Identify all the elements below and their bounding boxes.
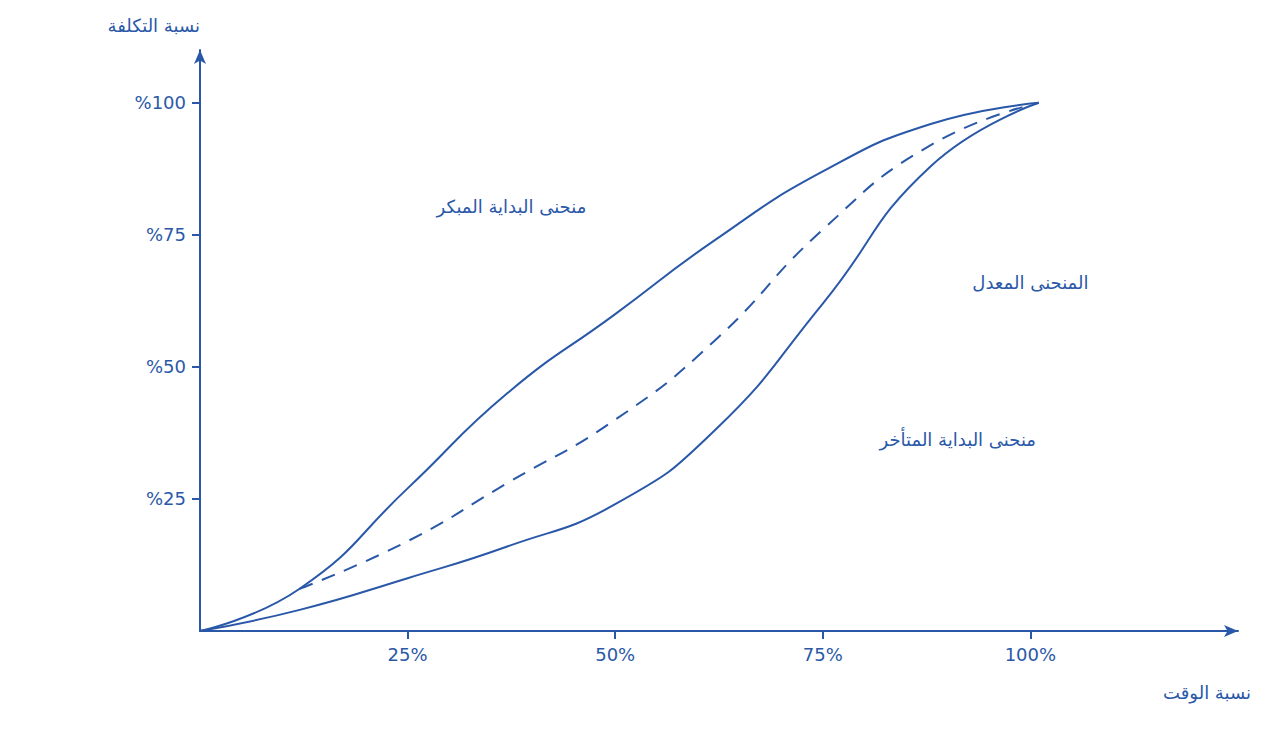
svg-text:منحنى البداية المبكر: منحنى البداية المبكر: [436, 196, 587, 218]
svg-text:100%: 100%: [1005, 644, 1056, 665]
svg-text:%25: %25: [146, 488, 186, 509]
svg-text:25%: 25%: [388, 644, 428, 665]
svg-text:نسبة التكلفة: نسبة التكلفة: [108, 15, 200, 36]
svg-text:%100: %100: [135, 92, 186, 113]
svg-text:75%: 75%: [803, 644, 843, 665]
svg-text:%50: %50: [146, 356, 186, 377]
svg-text:المنحنى المعدل: المنحنى المعدل: [972, 272, 1088, 293]
svg-text:50%: 50%: [595, 644, 635, 665]
svg-text:منحنى البداية المتأخر: منحنى البداية المتأخر: [879, 427, 1036, 451]
svg-text:نسبة الوقت: نسبة الوقت: [1163, 682, 1251, 704]
svg-text:%75: %75: [146, 224, 186, 245]
